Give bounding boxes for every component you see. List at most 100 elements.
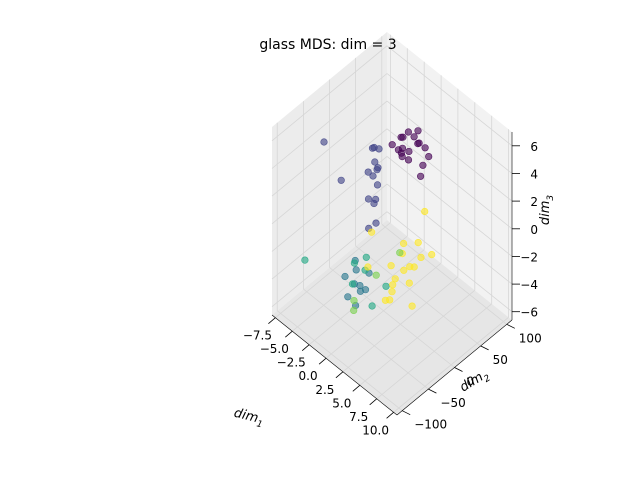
data-point-class-7 xyxy=(388,288,396,296)
x-axis-label: dim1 xyxy=(232,406,266,431)
data-point-class-6 xyxy=(372,271,380,279)
x-tick-mark xyxy=(268,317,276,325)
data-point-class-7 xyxy=(421,207,429,216)
y-tick-label: 50 xyxy=(493,353,508,367)
data-point-class-3 xyxy=(344,293,352,301)
data-point-class-7 xyxy=(405,279,413,287)
grid-line-z xyxy=(386,156,513,257)
y-tick-mark xyxy=(428,388,437,394)
z-tick-label: 6 xyxy=(530,140,538,154)
data-point-class-1 xyxy=(414,127,422,135)
data-point-class-1 xyxy=(405,147,413,156)
data-point-class-3 xyxy=(352,266,360,274)
data-point-class-1 xyxy=(397,133,405,141)
data-point-class-7 xyxy=(400,266,408,274)
x-tick-mark xyxy=(386,411,394,419)
z-axis-label-sub: 3 xyxy=(546,195,556,201)
data-points xyxy=(301,127,436,315)
data-point-class-1 xyxy=(404,128,413,136)
x-tick-label: −7.5 xyxy=(243,329,272,343)
grid-line-z xyxy=(271,45,388,142)
data-point-class-1 xyxy=(421,144,429,152)
data-point-class-1 xyxy=(419,161,427,169)
data-point-class-6 xyxy=(350,306,358,315)
x-tick-mark xyxy=(369,398,377,406)
grid-line-z xyxy=(386,100,513,202)
x-tick-mark xyxy=(301,344,310,352)
grid-line-y xyxy=(355,245,481,347)
grid-line-y xyxy=(303,288,429,390)
data-point-class-7 xyxy=(386,296,394,304)
data-point-class-2 xyxy=(375,145,383,153)
y-tick-label: −50 xyxy=(440,396,465,410)
data-point-class-7 xyxy=(408,302,416,310)
z-tick-label: −6 xyxy=(520,306,538,320)
x-tick-label: 0.0 xyxy=(299,369,318,383)
x-tick-label: 7.5 xyxy=(349,410,368,424)
y-tick-label: 100 xyxy=(519,331,542,345)
x-tick-label: 5.0 xyxy=(332,396,351,410)
grid-lines xyxy=(271,34,513,413)
y-pane xyxy=(387,32,512,320)
data-point-class-7 xyxy=(391,275,399,283)
data-point-class-3 xyxy=(361,286,370,294)
x-tick-mark xyxy=(335,371,344,379)
x-tick-label: 10.0 xyxy=(362,423,389,437)
z-tick-label: 2 xyxy=(530,195,538,209)
z-tick-label: 4 xyxy=(530,168,538,182)
data-point-class-2 xyxy=(364,168,372,176)
x-axis-label-base: dim xyxy=(232,406,259,426)
x-axis-line xyxy=(271,314,398,416)
grid-line-z xyxy=(271,73,388,169)
grid-line-z xyxy=(386,45,513,147)
y-tick-label: −100 xyxy=(414,418,447,432)
z-axis-label-base: dim xyxy=(538,201,553,226)
grid-line-z xyxy=(386,211,513,313)
x-axis-label-sub: 1 xyxy=(255,419,263,430)
grid-line-z xyxy=(271,128,388,225)
data-point-class-2 xyxy=(374,164,382,172)
y-tick-mark xyxy=(402,410,411,416)
data-point-class-5 xyxy=(362,253,370,261)
data-point-class-5 xyxy=(368,302,376,310)
tick-marks xyxy=(268,145,520,419)
data-point-class-7 xyxy=(428,251,436,259)
data-point-class-2 xyxy=(368,144,377,152)
data-point-class-7 xyxy=(406,263,414,271)
x-tick-mark xyxy=(318,357,327,365)
grid-line-z xyxy=(271,100,388,197)
data-point-class-7 xyxy=(417,253,425,261)
data-point-class-7 xyxy=(368,228,376,236)
data-point-class-2 xyxy=(373,181,382,189)
grid-line-z xyxy=(386,73,513,174)
data-point-class-2 xyxy=(372,195,380,203)
data-point-class-2 xyxy=(364,195,373,203)
z-axis-label: dim3 xyxy=(538,195,556,226)
data-point-class-2 xyxy=(320,138,328,146)
data-point-class-5 xyxy=(382,282,390,290)
z-tick-label: −2 xyxy=(520,250,538,264)
data-point-class-1 xyxy=(414,140,422,148)
data-point-class-2 xyxy=(371,158,379,166)
data-point-class-7 xyxy=(400,239,408,248)
x-tick-label: −2.5 xyxy=(277,356,306,370)
chart-title: glass MDS: dim = 3 xyxy=(259,37,396,53)
data-point-class-5 xyxy=(348,280,357,288)
data-point-class-1 xyxy=(404,156,413,164)
data-point-class-1 xyxy=(417,172,425,180)
grid-line-z xyxy=(386,183,513,285)
data-point-class-5 xyxy=(350,259,359,267)
y-tick-mark xyxy=(454,367,463,372)
grid-line-z xyxy=(386,128,513,230)
x-tick-mark xyxy=(352,384,361,392)
z-tick-label: 0 xyxy=(530,223,538,237)
data-point-class-2 xyxy=(369,172,377,180)
x-tick-mark xyxy=(285,330,293,338)
y-tick-mark xyxy=(480,345,489,351)
data-point-class-1 xyxy=(388,141,396,149)
data-point-class-5 xyxy=(301,256,309,264)
tick-labels: −7.5−5.0−2.50.02.55.07.510.0 −100−5005010… xyxy=(243,140,542,437)
data-point-class-1 xyxy=(398,144,407,152)
